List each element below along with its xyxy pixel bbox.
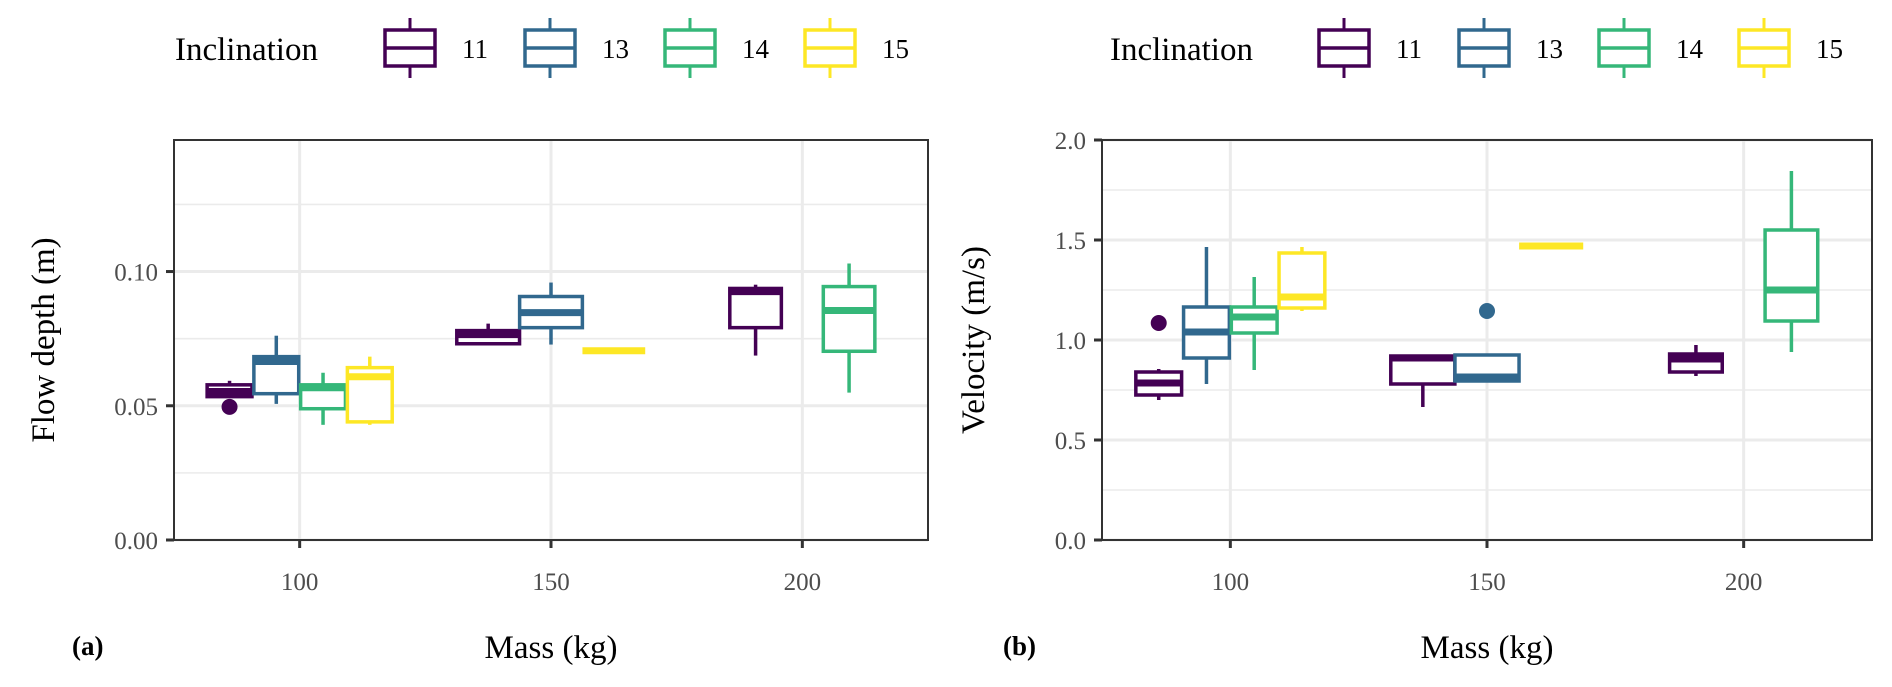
x-tick-label: 100 bbox=[1212, 569, 1250, 596]
boxplot-11-150 bbox=[1389, 354, 1457, 407]
legend-item-14: 14 bbox=[1597, 18, 1704, 78]
legend-label: 11 bbox=[1396, 34, 1422, 64]
panel-tag-a: (a) bbox=[72, 631, 103, 661]
x-tick-label: 100 bbox=[281, 569, 319, 596]
y-tick-label: 0.0 bbox=[1055, 528, 1086, 555]
outlier-point bbox=[1150, 315, 1167, 331]
legend-key-box-icon bbox=[1317, 18, 1371, 78]
legend-key-box-icon bbox=[1737, 18, 1791, 78]
boxplot-13-150 bbox=[1453, 303, 1521, 383]
legend-label: 14 bbox=[742, 34, 770, 64]
legend-title: Inclination bbox=[1110, 32, 1253, 68]
x-axis-title-panel-a: Mass (kg) bbox=[485, 630, 618, 666]
x-tick-label: 150 bbox=[532, 569, 570, 596]
box-iqr bbox=[821, 284, 877, 354]
y-tick-label: 0.05 bbox=[114, 394, 158, 421]
legend-item-11: 11 bbox=[383, 18, 488, 78]
boxplot-14-200 bbox=[1763, 171, 1820, 352]
legend-key-box-icon bbox=[383, 18, 437, 78]
boxplot-13-100 bbox=[1181, 247, 1232, 384]
boxplot-11-200 bbox=[728, 284, 784, 356]
legend-label: 13 bbox=[602, 34, 629, 64]
box-iqr bbox=[1763, 228, 1820, 323]
legend-key-box-icon bbox=[1597, 18, 1651, 78]
boxplot-11-100 bbox=[205, 380, 254, 415]
y-tick-label: 0.10 bbox=[114, 260, 158, 287]
boxes-panel-b bbox=[1134, 171, 1820, 407]
legend-label: 13 bbox=[1536, 34, 1563, 64]
legend-label: 15 bbox=[882, 34, 909, 64]
y-tick-label: 1.0 bbox=[1055, 328, 1086, 355]
outlier-point bbox=[221, 398, 238, 415]
boxplot-15-100 bbox=[345, 356, 394, 425]
boxplot-15-100 bbox=[1277, 247, 1327, 311]
legend-item-15: 15 bbox=[803, 18, 909, 78]
boxplot-14-200 bbox=[821, 263, 877, 393]
boxplot-13-100 bbox=[252, 335, 301, 404]
legend-label: 11 bbox=[462, 34, 488, 64]
y-tick-label: 1.5 bbox=[1055, 228, 1086, 255]
axes-panel-a: 0.00 0.05 0.10 100 150 200 bbox=[114, 260, 821, 596]
panel-tag-b: (b) bbox=[1003, 631, 1036, 661]
y-tick-label: 0.5 bbox=[1055, 428, 1086, 455]
panel-a-flow-depth: Inclination 11 13 14 15 0.00 0.05 0.10 100 150 2… bbox=[26, 18, 929, 666]
boxes-panel-a bbox=[205, 263, 877, 425]
x-axis-title-panel-b: Mass (kg) bbox=[1421, 630, 1554, 666]
legend-key-box-icon bbox=[1457, 18, 1511, 78]
boxplot-13-150 bbox=[517, 282, 585, 345]
legend-key-box-icon bbox=[663, 18, 717, 78]
legend-title: Inclination bbox=[175, 32, 318, 68]
x-tick-label: 200 bbox=[784, 569, 822, 596]
legend-item-13: 13 bbox=[523, 18, 629, 78]
boxplot-14-100 bbox=[298, 372, 348, 425]
legend-item-15: 15 bbox=[1737, 18, 1843, 78]
legend-label: 14 bbox=[1676, 34, 1704, 64]
legend-item-13: 13 bbox=[1457, 18, 1563, 78]
legend-panel-a: Inclination 11 13 14 15 bbox=[175, 18, 909, 78]
legend-key-box-icon bbox=[523, 18, 577, 78]
y-tick-label: 2.0 bbox=[1055, 128, 1086, 155]
legend-key-box-icon bbox=[803, 18, 857, 78]
legend-panel-b: Inclination 11 13 14 15 bbox=[1110, 18, 1843, 78]
legend-item-14: 14 bbox=[663, 18, 770, 78]
x-tick-label: 150 bbox=[1468, 569, 1506, 596]
boxplot-14-100 bbox=[1229, 277, 1279, 370]
boxplot-11-150 bbox=[455, 323, 522, 346]
boxplot-11-100 bbox=[1134, 315, 1184, 400]
boxplot-11-200 bbox=[1667, 345, 1724, 376]
outlier-point bbox=[1479, 303, 1495, 319]
axes-panel-b: 0.0 0.5 1.0 1.5 2.0 100 150 200 bbox=[1055, 128, 1763, 596]
y-axis-title-panel-a: Flow depth (m) bbox=[26, 237, 62, 442]
y-tick-label: 0.00 bbox=[114, 528, 158, 555]
panel-b-velocity: Inclination 11 13 14 15 0.0 0.5 1.0 1.5 2.0 100 1… bbox=[956, 18, 1873, 666]
legend-label: 15 bbox=[1816, 34, 1843, 64]
x-tick-label: 200 bbox=[1725, 569, 1763, 596]
legend-item-11: 11 bbox=[1317, 18, 1422, 78]
y-axis-title-panel-b: Velocity (m/s) bbox=[956, 246, 992, 434]
